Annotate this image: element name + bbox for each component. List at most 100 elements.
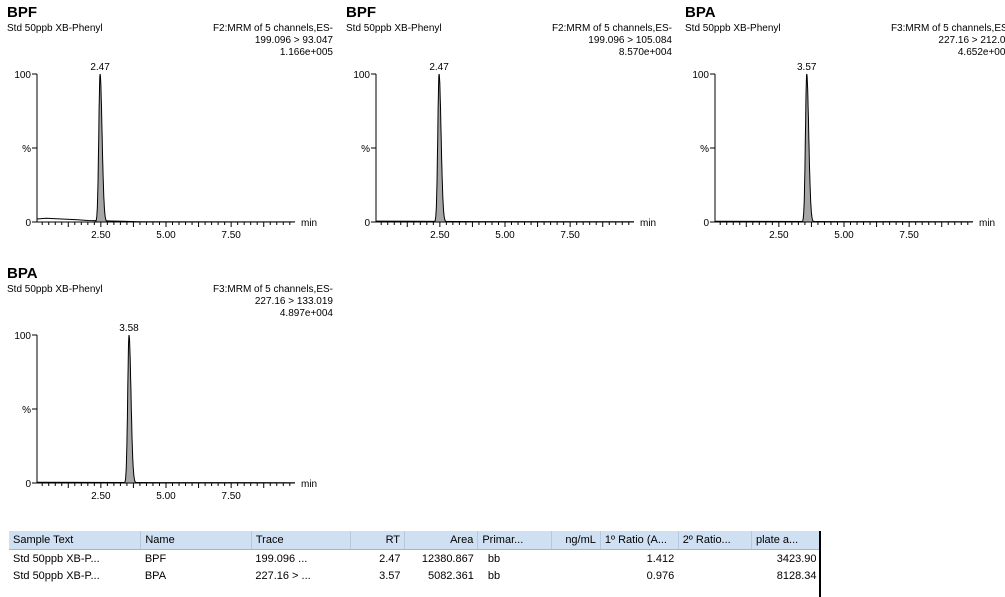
col-ratio-1[interactable]: 1º Ratio (A... [600, 531, 679, 550]
cell-rt: 2.47 [379, 552, 401, 565]
chromatogram-panel-1: BPF Std 50ppb XB-Phenyl F2:MRM of 5 chan… [7, 4, 337, 254]
panel-title: BPF [7, 4, 37, 21]
x-tick-label: 7.50 [221, 491, 241, 502]
y-tick-label: 0 [25, 218, 31, 229]
x-axis-label: min [640, 218, 656, 229]
cell-ratio-2 [678, 567, 751, 584]
cell-ratio-1: 0.976 [646, 569, 675, 582]
chromatogram-panel-2: BPF Std 50ppb XB-Phenyl F2:MRM of 5 chan… [346, 4, 676, 254]
x-tick-label: 5.00 [495, 230, 515, 241]
chromatogram-svg: 0% 100 2.50 5.00 7.50 min 2.47 [14, 62, 317, 241]
x-tick-label: 2.50 [430, 230, 450, 241]
x-tick-label: 5.00 [156, 491, 176, 502]
col-rt[interactable]: RT [350, 531, 406, 550]
x-tick-label: 2.50 [769, 230, 789, 241]
channel-name: F2:MRM of 5 channels,ES- [212, 23, 333, 34]
chromatogram-svg: 0% 100 2.50 5.00 7.50 min 3.57 [692, 62, 995, 241]
cell-name: BPF [144, 552, 167, 565]
intensity: 4.652e+004 [957, 47, 1005, 58]
channel-name: F3:MRM of 5 channels,ES- [890, 23, 1005, 34]
peak-label: 3.57 [797, 62, 817, 73]
col-primary[interactable]: Primar... [477, 531, 552, 550]
cell-trace: 227.16 > ... [255, 569, 311, 582]
x-axis-label: min [979, 218, 995, 229]
y-tick-label: 0 [703, 218, 709, 229]
sample-label: Std 50ppb XB-Phenyl [7, 284, 103, 295]
intensity: 4.897e+004 [279, 308, 333, 319]
cell-primary: bb [487, 552, 501, 565]
chromatogram-svg: 0% 100 2.50 5.00 7.50 min 2.47 [353, 62, 656, 241]
col-trace[interactable]: Trace [251, 531, 352, 550]
transition: 227.16 > 133.019 [254, 296, 333, 307]
cell-trace: 199.096 ... [255, 552, 308, 565]
y-tick-label: 100 [692, 70, 709, 81]
col-area[interactable]: Area [404, 531, 479, 550]
results-table: Sample Text Name Trace RT Area Primar...… [9, 531, 821, 584]
panel-title: BPF [346, 4, 376, 21]
cell-sample-text: Std 50ppb XB-P... [13, 552, 100, 565]
intensity: 8.570e+004 [618, 47, 672, 58]
cell-sample-text: Std 50ppb XB-P... [13, 569, 100, 582]
y-tick-label: 0 [364, 218, 370, 229]
col-ratio-2[interactable]: 2º Ratio... [678, 531, 753, 550]
x-tick-label: 7.50 [899, 230, 919, 241]
cell-primary: bb [487, 569, 501, 582]
table-row[interactable]: Std 50ppb XB-P... BPF 199.096 ... 2.47 1… [9, 550, 821, 568]
y-tick-label: % [22, 144, 31, 155]
y-tick-label: 100 [14, 331, 31, 342]
y-tick-label: 0 [25, 479, 31, 490]
x-tick-label: 5.00 [156, 230, 176, 241]
peak-area [797, 73, 821, 223]
col-ng-ml[interactable]: ng/mL [551, 531, 601, 550]
chromatogram-panel-3: BPA Std 50ppb XB-Phenyl F3:MRM of 5 chan… [685, 4, 1005, 254]
y-tick-label: % [700, 144, 709, 155]
cell-ratio-1: 1.412 [646, 552, 675, 565]
sample-label: Std 50ppb XB-Phenyl [685, 23, 781, 34]
peak-area [429, 73, 454, 223]
x-tick-label: 5.00 [834, 230, 854, 241]
transition: 227.16 > 212.03 [938, 35, 1005, 46]
cell-area: 5082.361 [427, 569, 474, 582]
x-tick-label: 7.50 [560, 230, 580, 241]
transition: 199.096 > 93.047 [254, 35, 333, 46]
channel-info: F2:MRM of 5 channels,ES- 199.096 > 93.04… [213, 23, 333, 59]
peak-area [119, 334, 144, 484]
cell-ratio-2 [678, 550, 751, 568]
sample-label: Std 50ppb XB-Phenyl [346, 23, 442, 34]
cell-plate: 8128.34 [776, 569, 817, 582]
baseline-trace [36, 217, 296, 223]
col-name[interactable]: Name [140, 531, 252, 550]
channel-name: F3:MRM of 5 channels,ES- [212, 284, 333, 295]
cell-name: BPA [144, 569, 167, 582]
y-tick-label: % [22, 405, 31, 416]
cell-ng-ml [551, 550, 600, 568]
intensity: 1.166e+005 [279, 47, 333, 58]
col-plate[interactable]: plate a... [751, 531, 821, 550]
panel-title: BPA [7, 265, 38, 282]
x-tick-label: 2.50 [91, 491, 111, 502]
x-axis-label: min [301, 218, 317, 229]
channel-info: F3:MRM of 5 channels,ES- 227.16 > 133.01… [213, 284, 333, 320]
peak-label: 3.58 [119, 323, 139, 334]
peak-area [90, 73, 115, 223]
cell-ng-ml [551, 567, 600, 584]
col-sample-text[interactable]: Sample Text [9, 531, 142, 550]
channel-name: F2:MRM of 5 channels,ES- [551, 23, 672, 34]
panel-title: BPA [685, 4, 716, 21]
baseline-trace [375, 220, 635, 223]
peak-label: 2.47 [429, 62, 449, 73]
transition: 199.096 > 105.084 [588, 35, 672, 46]
cell-plate: 3423.90 [776, 552, 817, 565]
sample-label: Std 50ppb XB-Phenyl [7, 23, 103, 34]
y-tick-label: 100 [14, 70, 31, 81]
channel-info: F3:MRM of 5 channels,ES- 227.16 > 212.03… [891, 23, 1005, 59]
chromatogram-panel-4: BPA Std 50ppb XB-Phenyl F3:MRM of 5 chan… [7, 265, 337, 515]
chromatogram-svg: 0% 100 2.50 5.00 7.50 min 3.58 [14, 323, 317, 502]
table-row[interactable]: Std 50ppb XB-P... BPA 227.16 > ... 3.57 … [9, 567, 821, 584]
table-header-row: Sample Text Name Trace RT Area Primar...… [9, 531, 821, 550]
cell-rt: 3.57 [379, 569, 401, 582]
x-axis-label: min [301, 479, 317, 490]
cell-area: 12380.867 [421, 552, 474, 565]
x-tick-label: 2.50 [91, 230, 111, 241]
x-tick-label: 7.50 [221, 230, 241, 241]
